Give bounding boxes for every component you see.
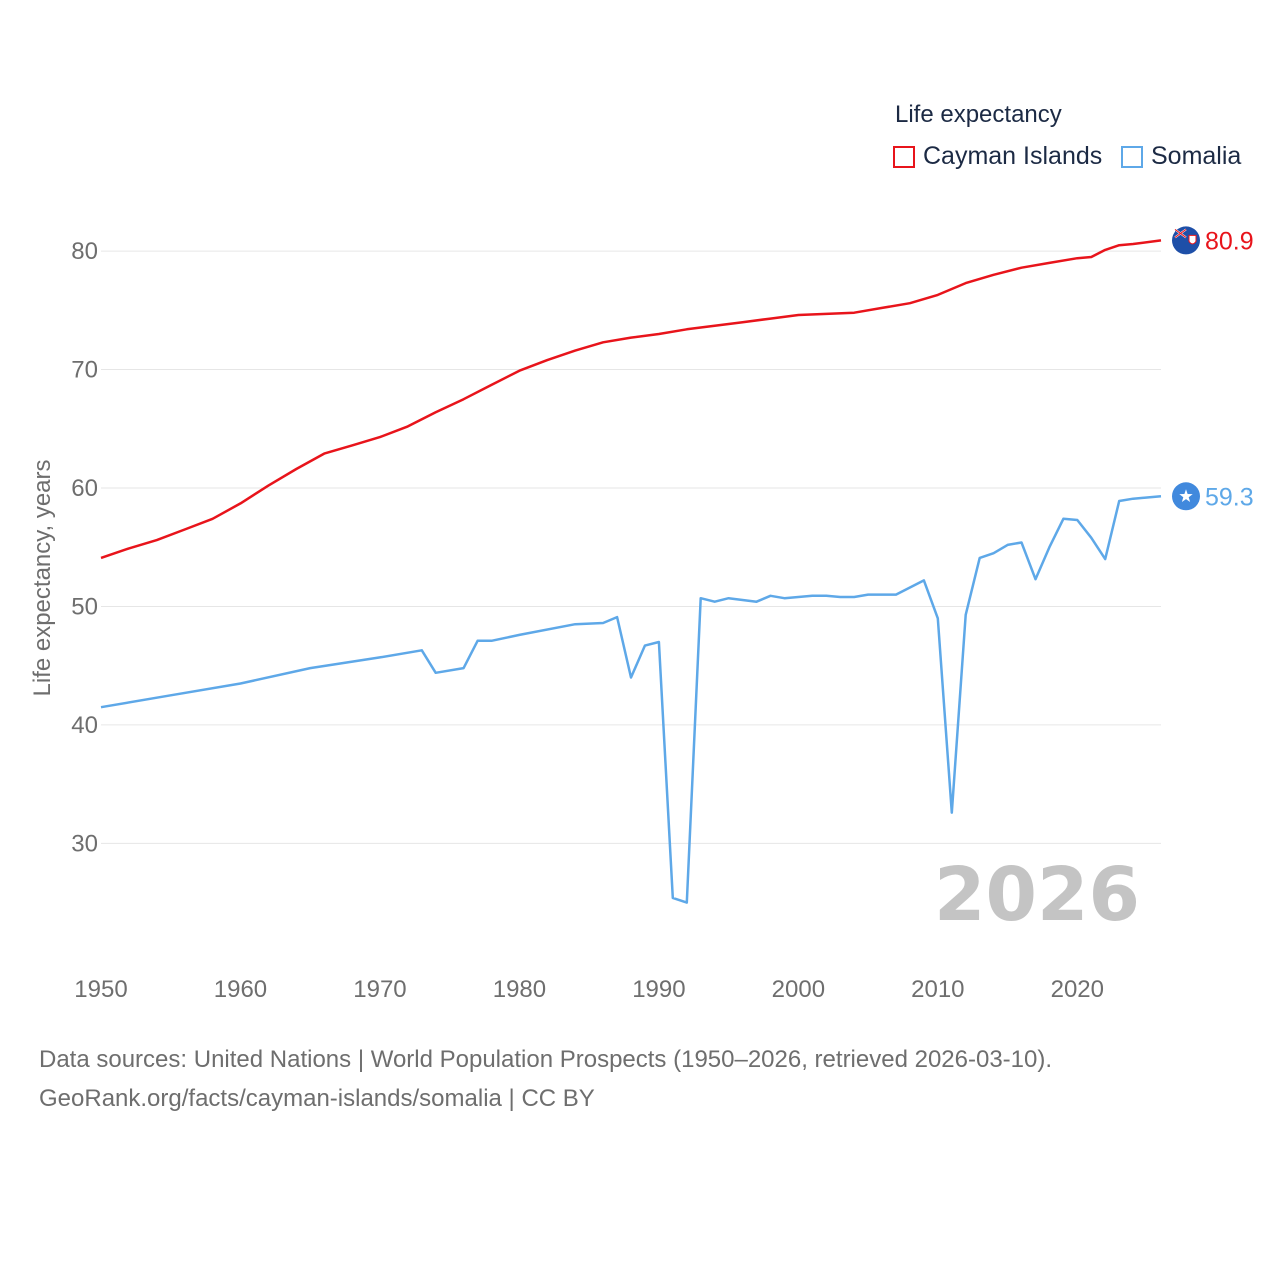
cayman-islands-flag-icon bbox=[1172, 226, 1200, 255]
legend-item-cayman-islands[interactable]: Cayman Islands bbox=[893, 142, 1102, 171]
y-tick-label-70: 70 bbox=[71, 357, 98, 384]
y-tick-label-80: 80 bbox=[71, 238, 98, 265]
gridlines bbox=[101, 250, 1161, 844]
x-axis-ticks: 1950 1960 1970 1980 1990 2000 2010 2020 bbox=[74, 976, 1104, 1003]
y-axis-ticks: 30 40 50 60 70 80 bbox=[71, 238, 98, 857]
x-tick-label-1980: 1980 bbox=[493, 976, 546, 1003]
end-value-label-somalia: 59.3 bbox=[1205, 483, 1254, 511]
y-tick-label-40: 40 bbox=[71, 712, 98, 739]
series-line-somalia bbox=[100, 495, 1162, 904]
x-tick-label-2010: 2010 bbox=[911, 976, 964, 1003]
series-lines bbox=[100, 239, 1162, 904]
source-line-2: GeoRank.org/facts/cayman-islands/somalia… bbox=[39, 1085, 595, 1112]
x-tick-label-1960: 1960 bbox=[214, 976, 267, 1003]
legend-item-somalia[interactable]: Somalia bbox=[1121, 142, 1241, 171]
x-tick-label-2020: 2020 bbox=[1051, 976, 1104, 1003]
y-tick-label-50: 50 bbox=[71, 593, 98, 620]
year-watermark: 2026 bbox=[934, 852, 1140, 938]
legend-label-somalia: Somalia bbox=[1151, 142, 1242, 170]
x-tick-label-2000: 2000 bbox=[772, 976, 825, 1003]
x-tick-label-1950: 1950 bbox=[74, 976, 127, 1003]
legend-title: Life expectancy bbox=[895, 101, 1062, 128]
x-tick-label-1990: 1990 bbox=[632, 976, 685, 1003]
y-tick-label-30: 30 bbox=[71, 830, 98, 857]
end-markers: 80.9 59.3 bbox=[1172, 226, 1254, 511]
y-axis-label: Life expectancy, years bbox=[29, 459, 56, 696]
source-line-1: Data sources: United Nations | World Pop… bbox=[39, 1046, 1053, 1073]
end-value-label-cayman-islands: 80.9 bbox=[1205, 227, 1254, 255]
somalia-flag-icon bbox=[1172, 482, 1200, 511]
y-tick-label-60: 60 bbox=[71, 475, 98, 502]
legend-label-cayman-islands: Cayman Islands bbox=[923, 142, 1103, 170]
series-line-cayman-islands bbox=[100, 239, 1162, 560]
x-tick-label-1970: 1970 bbox=[353, 976, 406, 1003]
legend-swatch-cayman-islands bbox=[893, 145, 915, 168]
legend-swatch-somalia bbox=[1121, 145, 1143, 168]
